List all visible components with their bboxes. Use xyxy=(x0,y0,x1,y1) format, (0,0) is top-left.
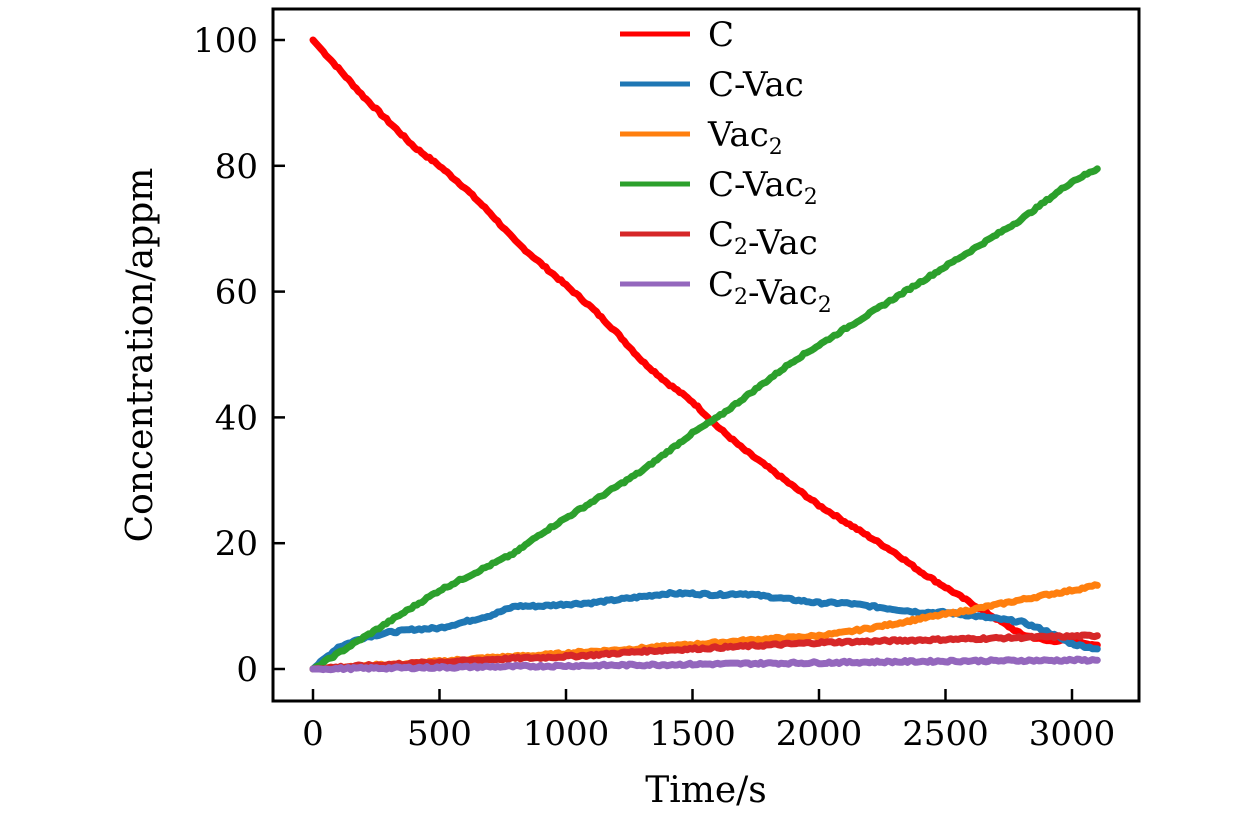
y-axis: 0 20 40 60 80 100 xyxy=(193,21,285,690)
y-axis-title: Concentration/appm xyxy=(120,168,161,543)
x-tick-label: 2000 xyxy=(776,714,863,754)
legend-label: C2-Vac2 xyxy=(708,265,832,318)
series-layer xyxy=(309,36,1101,674)
y-tick-label: 80 xyxy=(215,147,258,187)
series-line-c2-vac xyxy=(309,631,1101,673)
legend-item-c: C xyxy=(620,15,734,55)
y-tick-label: 20 xyxy=(215,524,258,564)
x-tick-label: 1000 xyxy=(523,714,610,754)
x-axis: 0 500 1000 1500 2000 2500 3000 xyxy=(302,689,1115,754)
x-tick-label: 2500 xyxy=(902,714,989,754)
legend-item-c-vac2: C-Vac2 xyxy=(620,165,818,210)
series-line-c2-vac2 xyxy=(309,655,1101,674)
series-line-c-vac2 xyxy=(309,165,1101,673)
y-tick-label: 100 xyxy=(193,21,258,61)
x-tick-label: 1500 xyxy=(649,714,736,754)
series-line-c-vac xyxy=(309,589,1101,673)
x-tick-label: 500 xyxy=(407,714,472,754)
legend-item-c2-vac2: C2-Vac2 xyxy=(620,265,832,318)
y-tick-label: 0 xyxy=(236,650,258,690)
legend-label: Vac2 xyxy=(707,115,783,160)
legend-label: C2-Vac xyxy=(708,215,818,263)
legend-label: C-Vac2 xyxy=(708,165,818,210)
series-line-c xyxy=(309,36,1101,649)
x-tick-label: 3000 xyxy=(1029,714,1116,754)
legend-item-c-vac: C-Vac xyxy=(620,65,804,105)
legend-item-vac2: Vac2 xyxy=(620,115,783,160)
legend-label: C xyxy=(708,15,734,55)
x-axis-title: Time/s xyxy=(645,770,767,811)
legend-label: C-Vac xyxy=(708,65,804,105)
x-tick-label: 0 xyxy=(302,714,324,754)
y-tick-label: 60 xyxy=(215,273,258,313)
y-tick-label: 40 xyxy=(215,398,258,438)
legend-item-c2-vac: C2-Vac xyxy=(620,215,818,263)
plot-frame xyxy=(271,7,1141,703)
